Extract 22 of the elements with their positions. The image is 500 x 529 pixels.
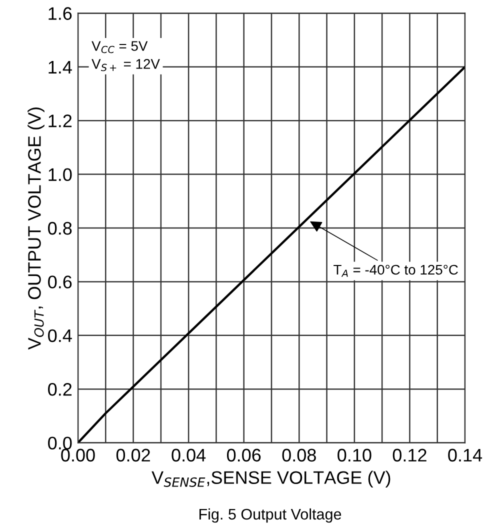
y-tick-label: 0.2 [48,383,72,396]
y-tick-label: 1.6 [48,7,72,20]
y-tick-label: 0.4 [48,329,72,342]
text: V$_{CC}$ = 5V V$_{S+}$ = 12V [92,41,160,72]
y-tick-label: 1.0 [48,168,72,182]
y-tick-label: 1.2 [48,114,72,128]
x-axis-title: V$_{SENSE}$,SENSE VOLTAGE (V) [152,470,390,488]
x-tick-label: 0.12 [392,448,426,462]
annotation: T$_{A}$ = -40°C to 125°C [334,264,458,277]
y-axis-title: V$_{OUT}$, OUTPUT VOLTAGE (V) [28,108,44,350]
x-tick-label: 0.00 [61,448,95,462]
y-tick-label: 0.0 [48,436,72,450]
x-tick-label: 0.08 [282,448,316,462]
y-tick-label: 1.4 [48,61,72,74]
y-tick-label: 0.8 [48,222,72,235]
x-tick-label: 0.10 [338,448,372,462]
x-tick-label: 0.04 [172,448,206,462]
x-tick-label: 0.06 [226,448,261,462]
x-tick-label: 0.14 [448,448,482,462]
y-tick-label: 0.6 [48,276,72,288]
caption: Fig. 5 Output Voltage [199,508,342,523]
x-tick-label: 0.02 [116,448,150,462]
